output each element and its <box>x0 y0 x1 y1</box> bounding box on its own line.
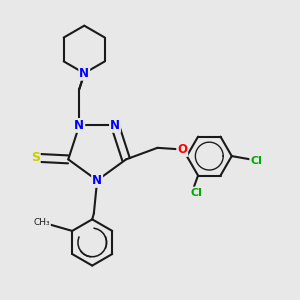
Text: N: N <box>110 119 120 132</box>
Text: Cl: Cl <box>250 156 262 166</box>
Text: N: N <box>79 67 89 80</box>
Text: N: N <box>92 174 102 187</box>
Text: S: S <box>31 151 40 164</box>
Text: CH₃: CH₃ <box>34 218 50 227</box>
Text: N: N <box>74 119 84 132</box>
Text: O: O <box>177 143 187 156</box>
Text: Cl: Cl <box>190 188 202 197</box>
